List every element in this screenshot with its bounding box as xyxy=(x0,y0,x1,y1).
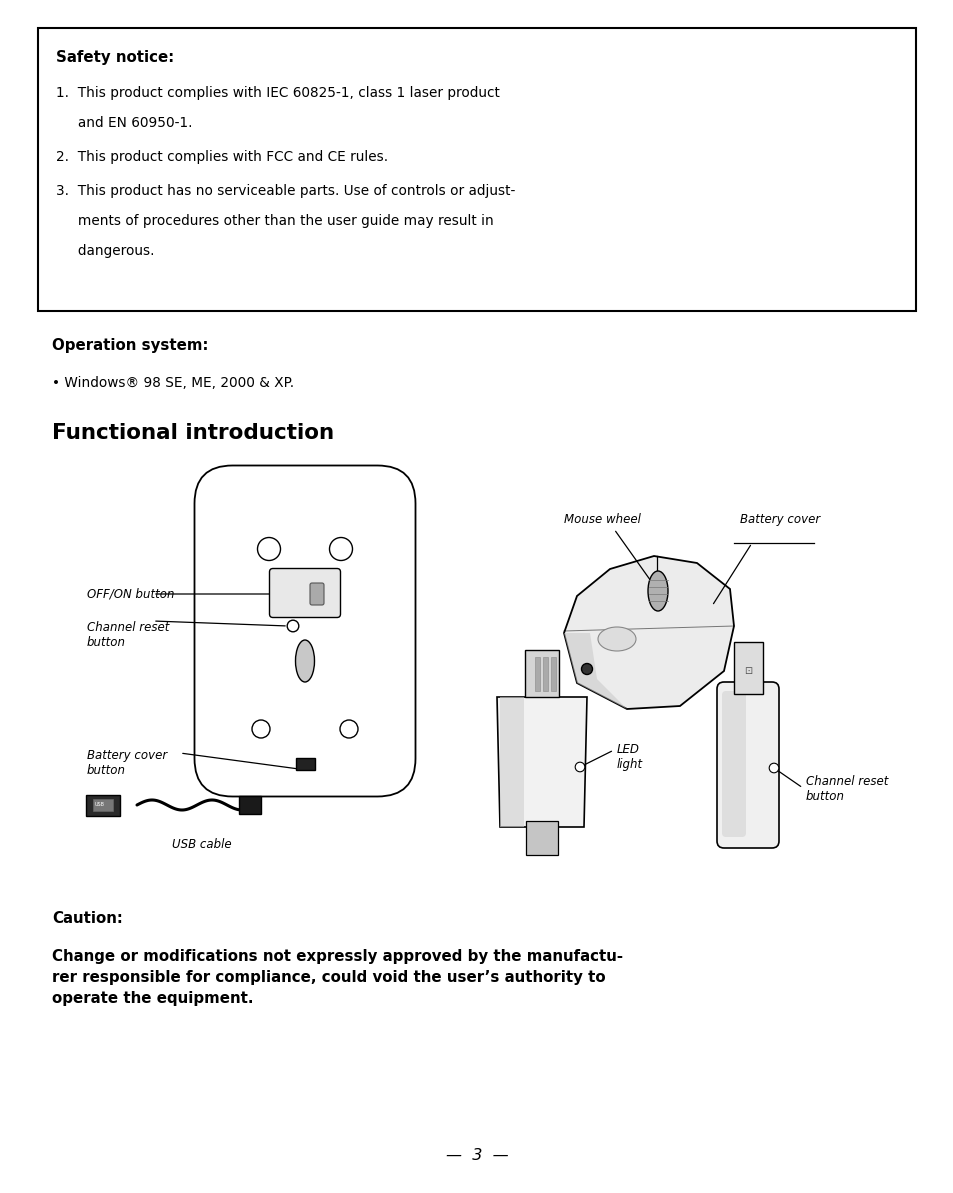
Text: Channel reset
button: Channel reset button xyxy=(87,622,170,649)
Text: LED
light: LED light xyxy=(617,743,642,771)
Ellipse shape xyxy=(295,639,314,682)
Text: Mouse wheel: Mouse wheel xyxy=(563,513,640,526)
Bar xyxy=(551,657,556,691)
FancyBboxPatch shape xyxy=(310,583,324,605)
FancyBboxPatch shape xyxy=(194,465,416,797)
FancyBboxPatch shape xyxy=(92,798,112,811)
Circle shape xyxy=(329,538,352,561)
Polygon shape xyxy=(497,697,586,827)
FancyBboxPatch shape xyxy=(717,682,779,848)
Text: Safety notice:: Safety notice: xyxy=(56,50,174,64)
Circle shape xyxy=(581,663,592,674)
Bar xyxy=(535,657,539,691)
FancyBboxPatch shape xyxy=(525,821,558,855)
Text: dangerous.: dangerous. xyxy=(56,245,154,258)
Bar xyxy=(38,27,915,311)
Ellipse shape xyxy=(647,571,667,611)
Text: ments of procedures other than the user guide may result in: ments of procedures other than the user … xyxy=(56,214,494,228)
Text: 3.  This product has no serviceable parts. Use of controls or adjust-: 3. This product has no serviceable parts… xyxy=(56,184,515,198)
Text: —  3  —: — 3 — xyxy=(445,1148,508,1162)
Circle shape xyxy=(252,721,270,738)
Text: USB cable: USB cable xyxy=(172,837,232,851)
FancyBboxPatch shape xyxy=(269,569,340,618)
FancyBboxPatch shape xyxy=(295,758,314,769)
Bar xyxy=(542,657,547,691)
Text: Operation system:: Operation system: xyxy=(52,338,208,353)
Text: 2.  This product complies with FCC and CE rules.: 2. This product complies with FCC and CE… xyxy=(56,150,388,163)
Polygon shape xyxy=(563,556,733,709)
Text: and EN 60950-1.: and EN 60950-1. xyxy=(56,116,193,130)
Text: Caution:: Caution: xyxy=(52,911,123,926)
Ellipse shape xyxy=(598,628,636,651)
Text: ⊡: ⊡ xyxy=(743,666,751,676)
Text: Change or modifications not expressly approved by the manufactu-
rer responsible: Change or modifications not expressly ap… xyxy=(52,948,622,1006)
Polygon shape xyxy=(499,697,523,827)
Circle shape xyxy=(575,762,584,772)
Circle shape xyxy=(339,721,357,738)
Text: 1.  This product complies with IEC 60825-1, class 1 laser product: 1. This product complies with IEC 60825-… xyxy=(56,86,499,100)
Circle shape xyxy=(768,764,778,773)
Text: USB: USB xyxy=(95,803,105,808)
Text: Channel reset
button: Channel reset button xyxy=(805,775,887,803)
FancyBboxPatch shape xyxy=(733,642,761,694)
FancyBboxPatch shape xyxy=(721,691,745,837)
Text: OFF/ON button: OFF/ON button xyxy=(87,587,174,600)
Circle shape xyxy=(257,538,280,561)
Polygon shape xyxy=(563,633,626,709)
Text: Functional introduction: Functional introduction xyxy=(52,424,334,443)
Text: Battery cover
button: Battery cover button xyxy=(87,749,167,777)
FancyBboxPatch shape xyxy=(86,795,120,816)
Circle shape xyxy=(287,620,298,632)
Text: Battery cover: Battery cover xyxy=(740,513,820,526)
Text: • Windows® 98 SE, ME, 2000 & XP.: • Windows® 98 SE, ME, 2000 & XP. xyxy=(52,376,294,390)
Polygon shape xyxy=(524,650,558,697)
FancyBboxPatch shape xyxy=(239,796,261,814)
